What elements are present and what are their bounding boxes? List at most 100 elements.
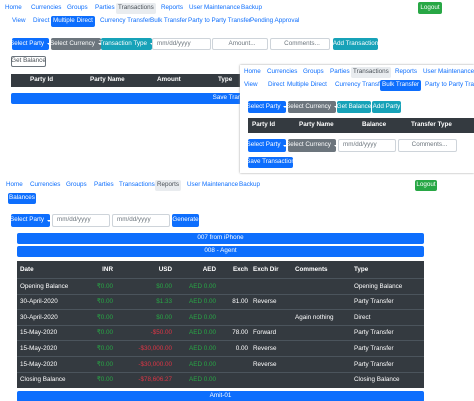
nav-tab[interactable]: User Maintenance	[423, 68, 474, 76]
form-control[interactable]: Select Party	[247, 139, 286, 152]
sub-tab[interactable]: Multiple Direct	[51, 16, 95, 27]
nav-tab[interactable]: User Maintenance	[187, 181, 239, 189]
table-cell: 30-April-2020	[20, 298, 58, 306]
nav-tab[interactable]: Home	[5, 4, 22, 12]
nav-tab[interactable]: Reports	[161, 4, 184, 12]
nav-tab[interactable]: Transactions	[116, 3, 156, 14]
sub-tab[interactable]: Direct	[268, 81, 285, 89]
form-control[interactable]: Add Party	[372, 101, 401, 113]
table-cell: $0.00	[156, 313, 172, 321]
sub-tab[interactable]: Party to Party Transfer	[425, 81, 474, 89]
sub-tab[interactable]: Direct	[33, 17, 50, 25]
form-control[interactable]: mm/dd/yyyy	[52, 214, 110, 227]
form-control[interactable]: Select Currency	[50, 38, 101, 50]
table-cell: AED 0.00	[189, 298, 216, 306]
table-cell: Direct	[354, 313, 371, 321]
group-header[interactable]: 008 - Agent	[17, 246, 424, 257]
nav-tab[interactable]: Currencies	[31, 4, 62, 12]
table-cell: AED 0.00	[189, 329, 216, 337]
table-cell: Closing Balance	[354, 376, 400, 384]
sub-tab[interactable]: Pending Approval	[250, 17, 300, 25]
nav-tab[interactable]: Transactions	[119, 181, 155, 189]
nav-tab[interactable]: Currencies	[30, 181, 61, 189]
nav-tab[interactable]: Transactions	[351, 67, 391, 78]
nav-tab[interactable]: Currencies	[267, 68, 298, 76]
row-separator	[17, 356, 424, 357]
form-control[interactable]: Get Balance	[337, 101, 371, 113]
table-cell: ₹0.00	[96, 329, 113, 337]
form-control[interactable]: mm/dd/yyyy	[152, 38, 211, 50]
table-cell: ₹0.00	[96, 360, 113, 368]
nav-tab[interactable]: Parties	[94, 181, 114, 189]
form-control[interactable]: Amount...	[212, 38, 268, 50]
column-header: USD	[158, 265, 172, 273]
form-control[interactable]: Select Currency	[286, 139, 336, 152]
table-cell: Party Transfer	[354, 360, 394, 368]
form-control[interactable]: Transaction Type	[99, 38, 152, 50]
sub-tab[interactable]: Currency Transfer	[335, 81, 386, 89]
get-balance-button[interactable]: Get Balance	[11, 56, 46, 67]
table-cell: ₹0.00	[96, 282, 113, 290]
sub-tab[interactable]: Currency Transfer	[100, 17, 151, 25]
nav-tab[interactable]: Reports	[395, 68, 418, 76]
nav-tab[interactable]: Backup	[239, 181, 261, 189]
column-header: Balance	[362, 121, 387, 129]
table-cell: 30-April-2020	[20, 313, 58, 321]
table-cell: $1.33	[156, 298, 172, 306]
form-control[interactable]: mm/dd/yyyy	[338, 139, 396, 152]
form-control[interactable]: Select Party	[10, 214, 50, 227]
form-control[interactable]: Comments...	[398, 139, 457, 152]
table-cell: Reverse	[253, 345, 277, 353]
column-header: Party Name	[299, 121, 334, 129]
nav-tab[interactable]: Reports	[155, 180, 182, 191]
form-control[interactable]: Select Party	[10, 38, 49, 50]
column-header: INR	[102, 265, 113, 273]
sub-tab[interactable]: Multiple Direct	[287, 81, 327, 89]
sub-tab[interactable]: Bulk Transfer	[380, 80, 422, 91]
sub-tab[interactable]: Party to Party Transfer	[188, 17, 251, 25]
sub-tab[interactable]: View	[12, 17, 26, 25]
form-control[interactable]: Generate	[172, 214, 199, 227]
table-cell: Reverse	[253, 360, 277, 368]
table-cell: AED 0.00	[189, 376, 216, 384]
form-control[interactable]: Select Party	[247, 101, 286, 113]
form-control[interactable]: Add Transaction	[333, 38, 378, 50]
table-cell: Party Transfer	[354, 298, 394, 306]
table-cell: Again nothing	[295, 313, 334, 321]
nav-tab[interactable]: Backup	[241, 4, 263, 12]
table-cell: -$78,606.27	[138, 376, 172, 384]
table-cell: 15-May-2020	[20, 360, 58, 368]
column-header: Exch Dir	[253, 265, 279, 273]
form-control[interactable]: Comments...	[270, 38, 330, 50]
nav-tab[interactable]: Groups	[66, 181, 87, 189]
row-separator	[17, 309, 424, 311]
row-separator	[17, 278, 424, 279]
column-header: Type	[354, 265, 369, 273]
sub-tab[interactable]: View	[244, 81, 258, 89]
column-header: Type	[218, 76, 233, 84]
nav-tab[interactable]: Home	[244, 68, 261, 76]
nav-tab[interactable]: Parties	[95, 4, 115, 12]
form-control[interactable]: mm/dd/yyyy	[112, 214, 170, 227]
table-cell: Opening Balance	[20, 282, 69, 290]
nav-tab[interactable]: User Maintenance	[189, 4, 241, 12]
nav-tab[interactable]: Groups	[303, 68, 324, 76]
logout-button[interactable]: Logout	[415, 180, 437, 191]
logout-button[interactable]: Logout	[418, 2, 442, 14]
column-header: Party Id	[30, 76, 54, 84]
save-button[interactable]: Save Transaction	[246, 157, 295, 168]
form-control[interactable]: Select Currency	[286, 101, 336, 113]
table-cell: -$30,000.00	[138, 360, 172, 368]
group-header[interactable]: 007 from iPhone	[17, 233, 424, 244]
sub-tab[interactable]: Bulk Transfer	[150, 17, 188, 25]
save-button[interactable]: Save Transaction	[11, 93, 463, 104]
ledger-table	[17, 261, 424, 388]
nav-tab[interactable]: Home	[6, 181, 23, 189]
balances-button[interactable]: Balances	[8, 193, 36, 204]
nav-tab[interactable]: Parties	[330, 68, 350, 76]
nav-tab[interactable]: Groups	[67, 4, 88, 12]
table-cell: Closing Balance	[20, 376, 66, 384]
row-separator	[17, 340, 424, 342]
group-header[interactable]: Amit-01	[17, 391, 424, 401]
